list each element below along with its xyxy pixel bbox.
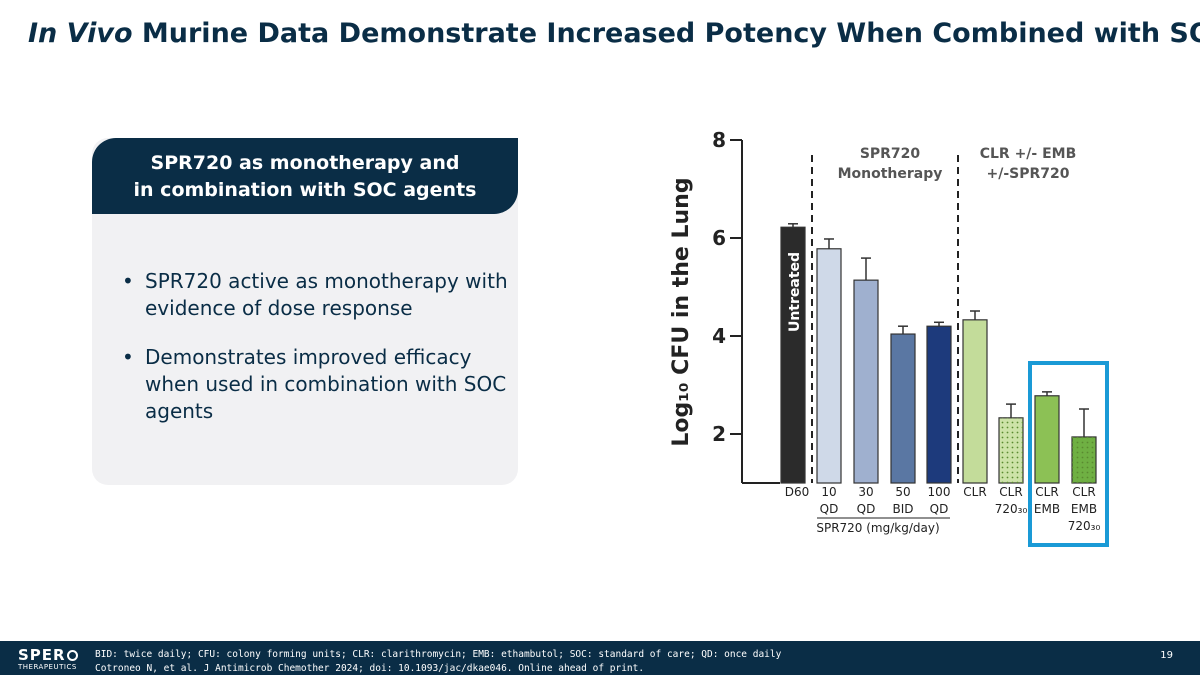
y-axis-label: Log₁₀ CFU in the Lung	[669, 177, 694, 446]
error-bar	[934, 321, 944, 327]
footer: SPER THERAPEUTICS BID: twice daily; CFU:…	[0, 641, 1200, 675]
x-tick-label: D60	[785, 485, 810, 499]
bar	[1034, 395, 1060, 484]
y-tick-label: 2	[712, 422, 726, 446]
error-bar	[1006, 403, 1016, 418]
x-tick-label: 100	[928, 485, 951, 499]
bullet: Demonstrates improved efficacy when used…	[118, 344, 513, 425]
x-tick-label: QD	[930, 502, 949, 516]
x-tick-label: CLR	[999, 485, 1022, 499]
error-bar	[861, 257, 871, 281]
bar-annotation: Untreated	[787, 252, 803, 332]
y-tick-label: 4	[712, 324, 726, 348]
x-tick-label: CLR	[963, 485, 986, 499]
logo-mark	[66, 650, 78, 661]
bar	[890, 333, 916, 484]
error-bar	[788, 223, 798, 228]
x-tick-label: 720₃₀	[995, 502, 1028, 516]
y-tick-label: 6	[712, 226, 726, 250]
heading-line: SPR720 as monotherapy and	[150, 152, 460, 174]
bar	[780, 226, 806, 484]
x-tick-label: 720₃₀	[1068, 519, 1101, 533]
group-label: +/-SPR720	[986, 166, 1069, 182]
x-tick-label: QD	[857, 502, 876, 516]
heading-line: in combination with SOC agents	[133, 179, 477, 201]
title-rest: Murine Data Demonstrate Increased Potenc…	[141, 18, 1200, 49]
bar	[853, 279, 879, 484]
error-bar	[970, 310, 980, 320]
card-heading: SPR720 as monotherapy and in combination …	[92, 138, 518, 214]
y-tick-label: 8	[712, 128, 726, 152]
logo: SPER	[18, 646, 78, 664]
error-bar	[1079, 408, 1089, 437]
error-bar	[1042, 391, 1052, 396]
logo-text: SPER	[18, 646, 66, 664]
bullet-list: SPR720 active as monotherapy with eviden…	[118, 268, 513, 447]
error-bar	[898, 325, 908, 335]
footnote: Cotroneo N, et al. J Antimicrob Chemothe…	[95, 663, 645, 674]
slide-title: In Vivo Murine Data Demonstrate Increase…	[28, 18, 1200, 49]
group-label: SPR720	[860, 146, 921, 162]
error-bar	[824, 238, 834, 249]
x-tick-label: 30	[858, 485, 873, 499]
x-tick-label: CLR	[1035, 485, 1058, 499]
bar-pattern	[1072, 436, 1096, 483]
group-label: Monotherapy	[838, 166, 943, 182]
highlight-box	[1028, 361, 1109, 547]
x-tick-label: EMB	[1034, 502, 1060, 516]
bar	[962, 319, 988, 484]
x-tick-label: BID	[892, 502, 913, 516]
x-tick-label: QD	[820, 502, 839, 516]
page-number: 19	[1160, 650, 1173, 661]
x-tick-label: 50	[895, 485, 910, 499]
x-tick-label: CLR	[1072, 485, 1095, 499]
dose-axis-label: SPR720 (mg/kg/day)	[816, 521, 939, 535]
group-label: CLR +/- EMB	[980, 146, 1077, 162]
logo-sub: THERAPEUTICS	[18, 663, 77, 671]
bar	[926, 325, 952, 484]
x-tick-label: EMB	[1071, 502, 1097, 516]
footnote: BID: twice daily; CFU: colony forming un…	[95, 649, 782, 660]
bar-pattern	[999, 417, 1023, 483]
bar	[816, 248, 842, 484]
x-tick-label: 10	[821, 485, 836, 499]
chart: Log₁₀ CFU in the Lung SPR720 Monotherapy…	[669, 128, 1109, 547]
title-italic: In Vivo	[28, 18, 133, 49]
bullet: SPR720 active as monotherapy with eviden…	[118, 268, 513, 322]
footnotes: BID: twice daily; CFU: colony forming un…	[95, 648, 781, 675]
